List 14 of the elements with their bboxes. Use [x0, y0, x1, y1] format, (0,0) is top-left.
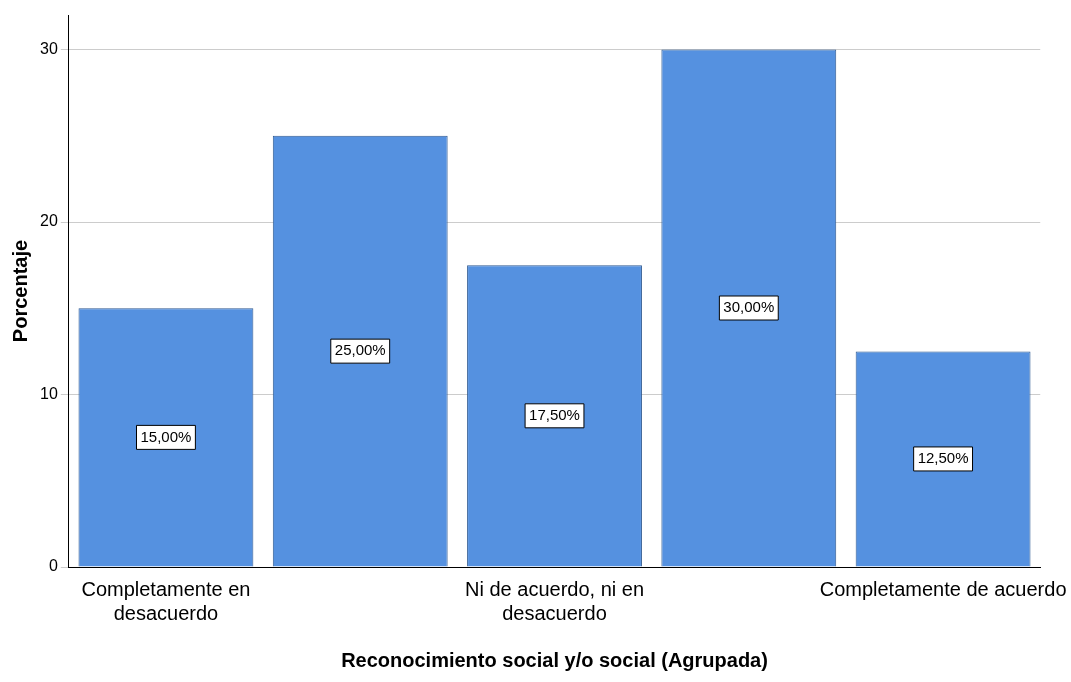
x-tick-label: Completamente en desacuerdo	[81, 577, 251, 624]
y-axis-title: Porcentaje	[8, 239, 31, 343]
x-tick-label: Ni de acuerdo, ni en desacuerdo	[465, 577, 645, 624]
data-label: 15,00%	[140, 427, 192, 445]
data-label: 25,00%	[334, 341, 386, 359]
y-tick-label: 20	[40, 212, 58, 230]
data-label: 12,50%	[917, 449, 969, 467]
x-axis-title: Reconocimiento social y/o social (Agrupada)	[341, 648, 768, 671]
data-label: 30,00%	[723, 298, 775, 316]
y-tick-label: 10	[40, 384, 58, 402]
x-tick-label: Completamente de acuerdo	[819, 577, 1067, 600]
data-label: 17,50%	[529, 405, 580, 423]
y-tick-label: 30	[40, 39, 58, 57]
y-tick-label: 0	[48, 557, 58, 575]
